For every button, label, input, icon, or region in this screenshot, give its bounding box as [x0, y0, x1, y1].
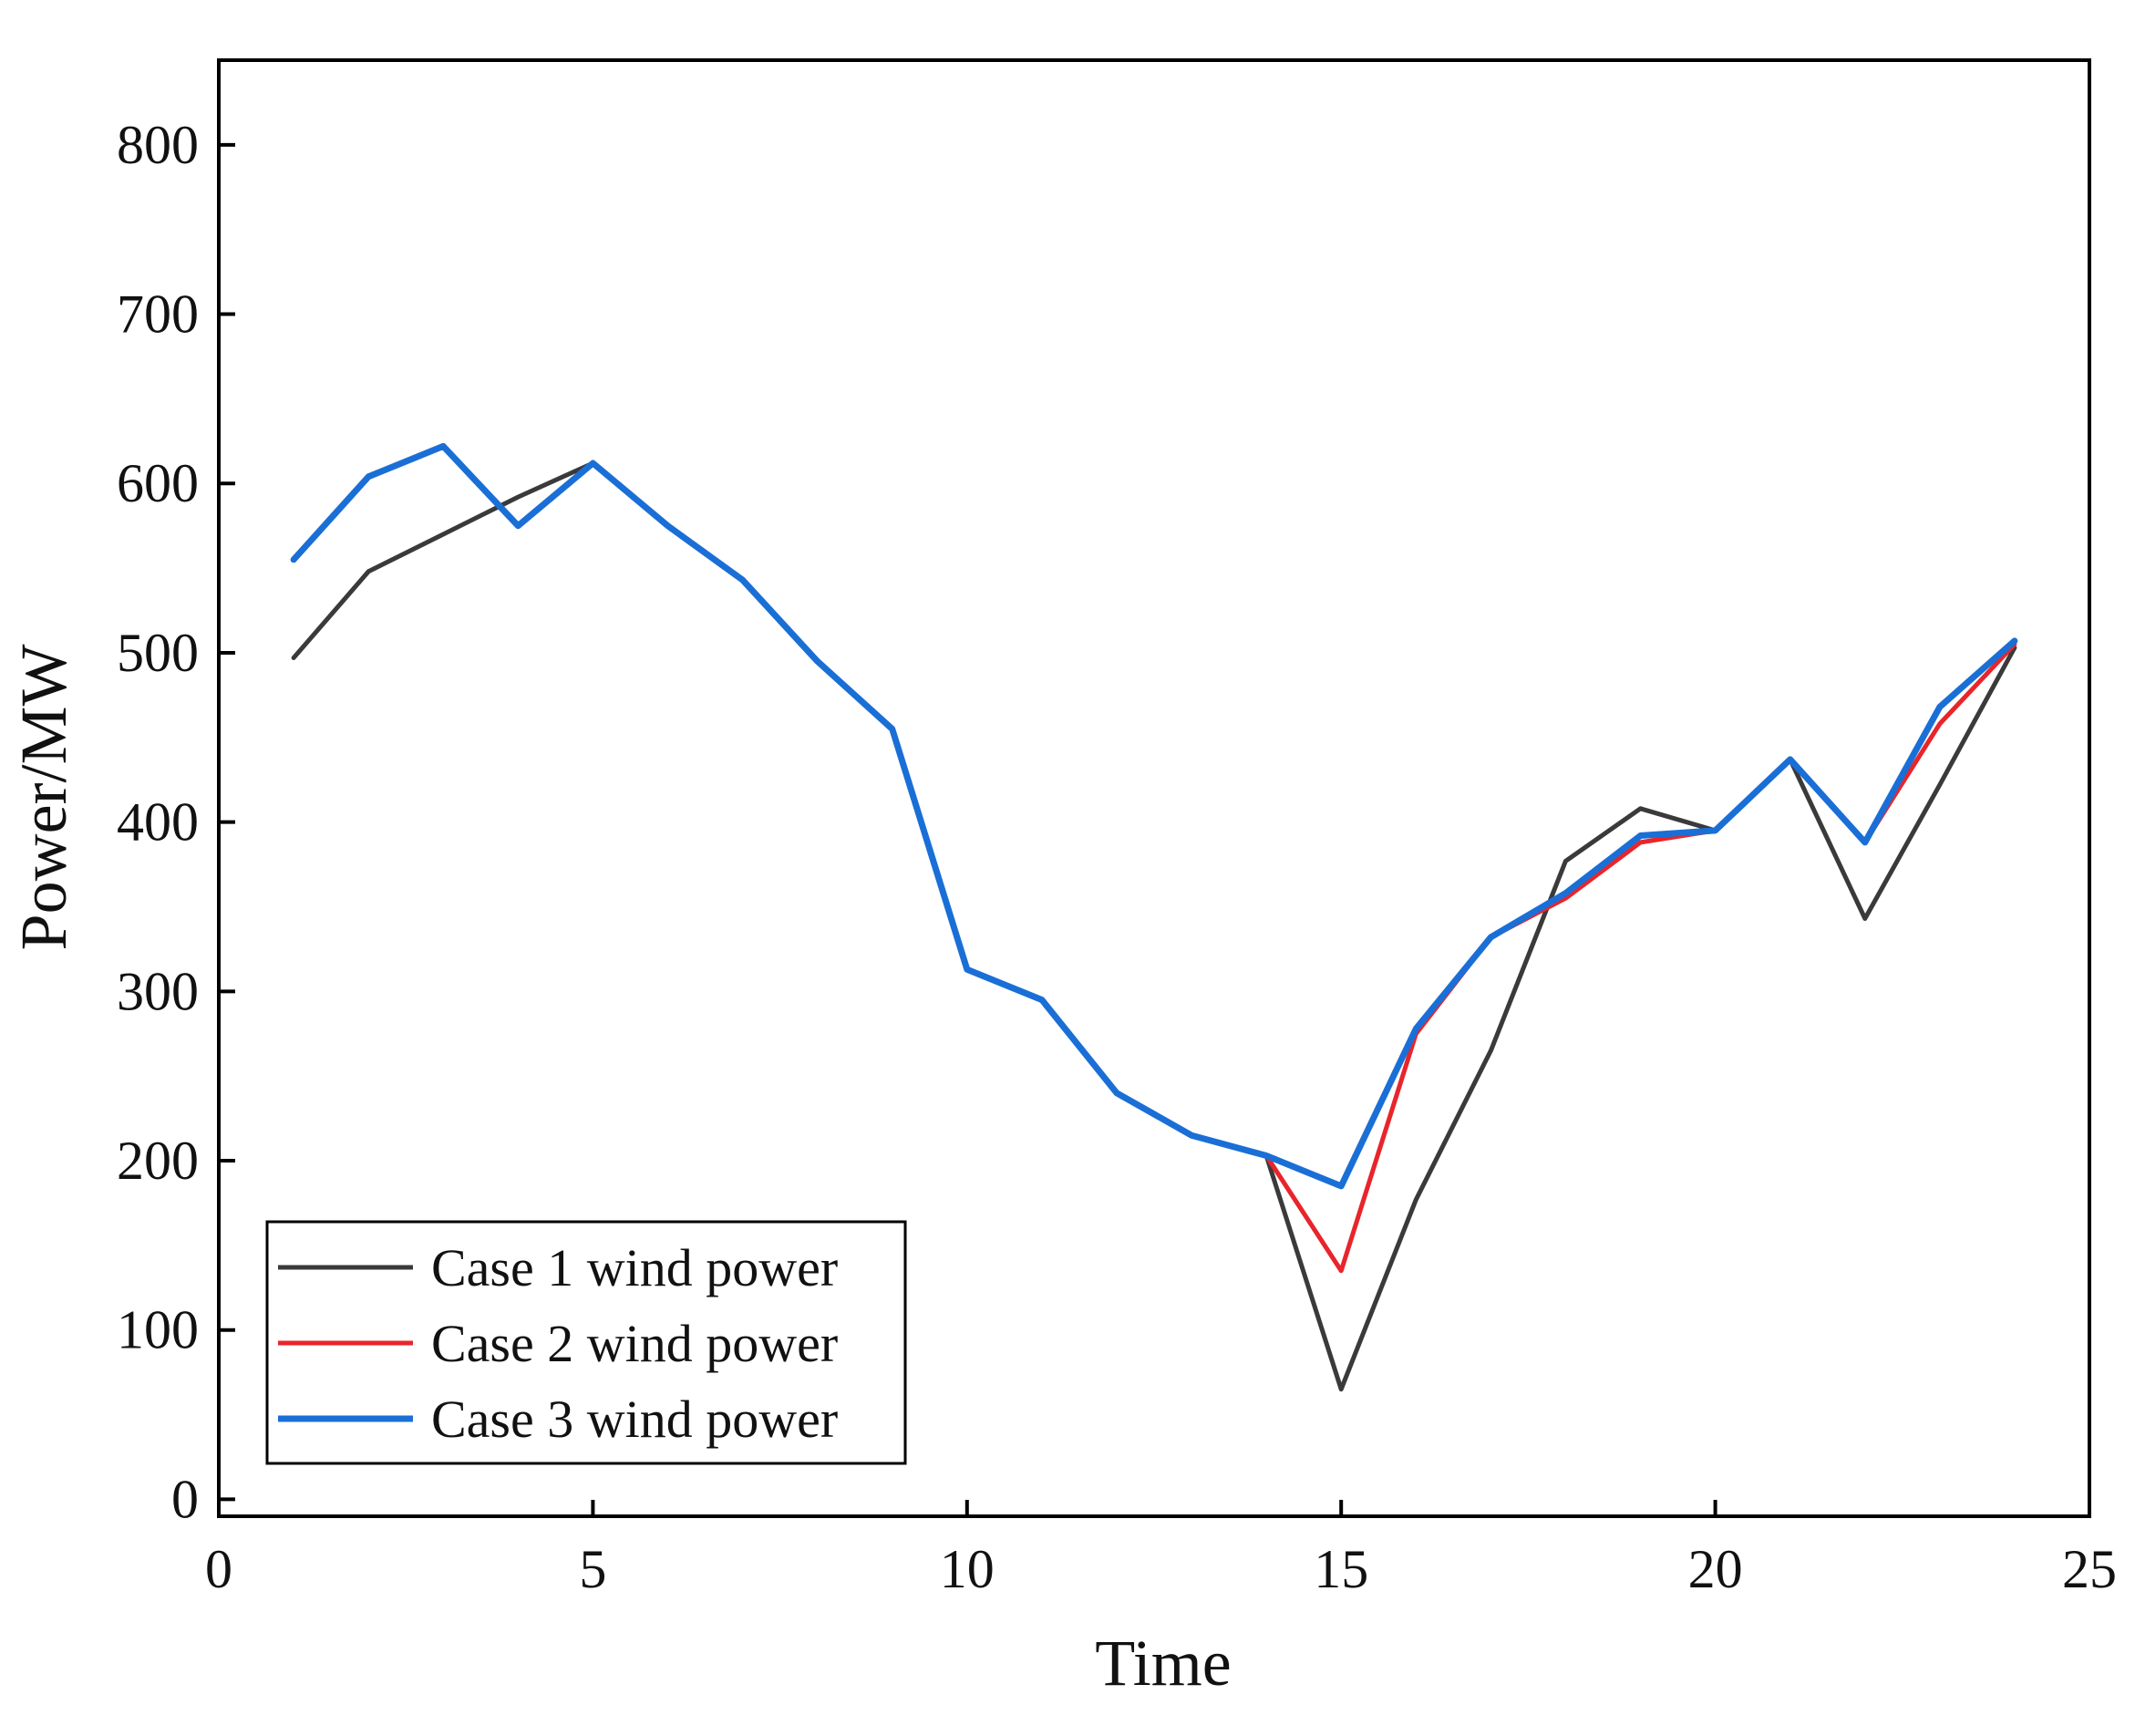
y-tick-label: 200 [117, 1131, 199, 1191]
y-tick-label: 500 [117, 623, 199, 683]
y-tick-label: 800 [117, 115, 199, 175]
y-axis-title: Power/MW [7, 644, 80, 950]
x-tick-label: 10 [940, 1539, 995, 1599]
plot-frame [217, 58, 2091, 1518]
x-tick-label: 20 [1688, 1539, 1743, 1599]
series-line-case-3 [290, 442, 2018, 1190]
legend-label-case-1: Case 1 wind power [431, 1238, 838, 1297]
y-tick-label: 0 [171, 1469, 199, 1529]
legend: Case 1 wind power Case 2 wind power Case 3… [265, 1220, 907, 1465]
x-tick-label: 5 [579, 1539, 606, 1599]
x-tick-label: 15 [1314, 1539, 1368, 1599]
y-tick-label: 300 [117, 961, 199, 1021]
y-tick-label: 600 [117, 453, 199, 513]
x-tick-label: 25 [2062, 1539, 2117, 1599]
legend-label-case-2: Case 2 wind power [431, 1314, 838, 1373]
y-tick-label: 100 [117, 1300, 199, 1360]
series-group [290, 442, 2018, 1392]
legend-label-case-3: Case 3 wind power [431, 1390, 838, 1449]
y-tick-label: 400 [117, 792, 199, 852]
y-tick-label: 700 [117, 284, 199, 345]
axes: 0 5 10 15 20 25 0 100 200 300 400 500 600 700 800 [117, 58, 2117, 1599]
x-tick-label: 0 [205, 1539, 232, 1599]
x-axis-title: Time [1095, 1627, 1231, 1700]
